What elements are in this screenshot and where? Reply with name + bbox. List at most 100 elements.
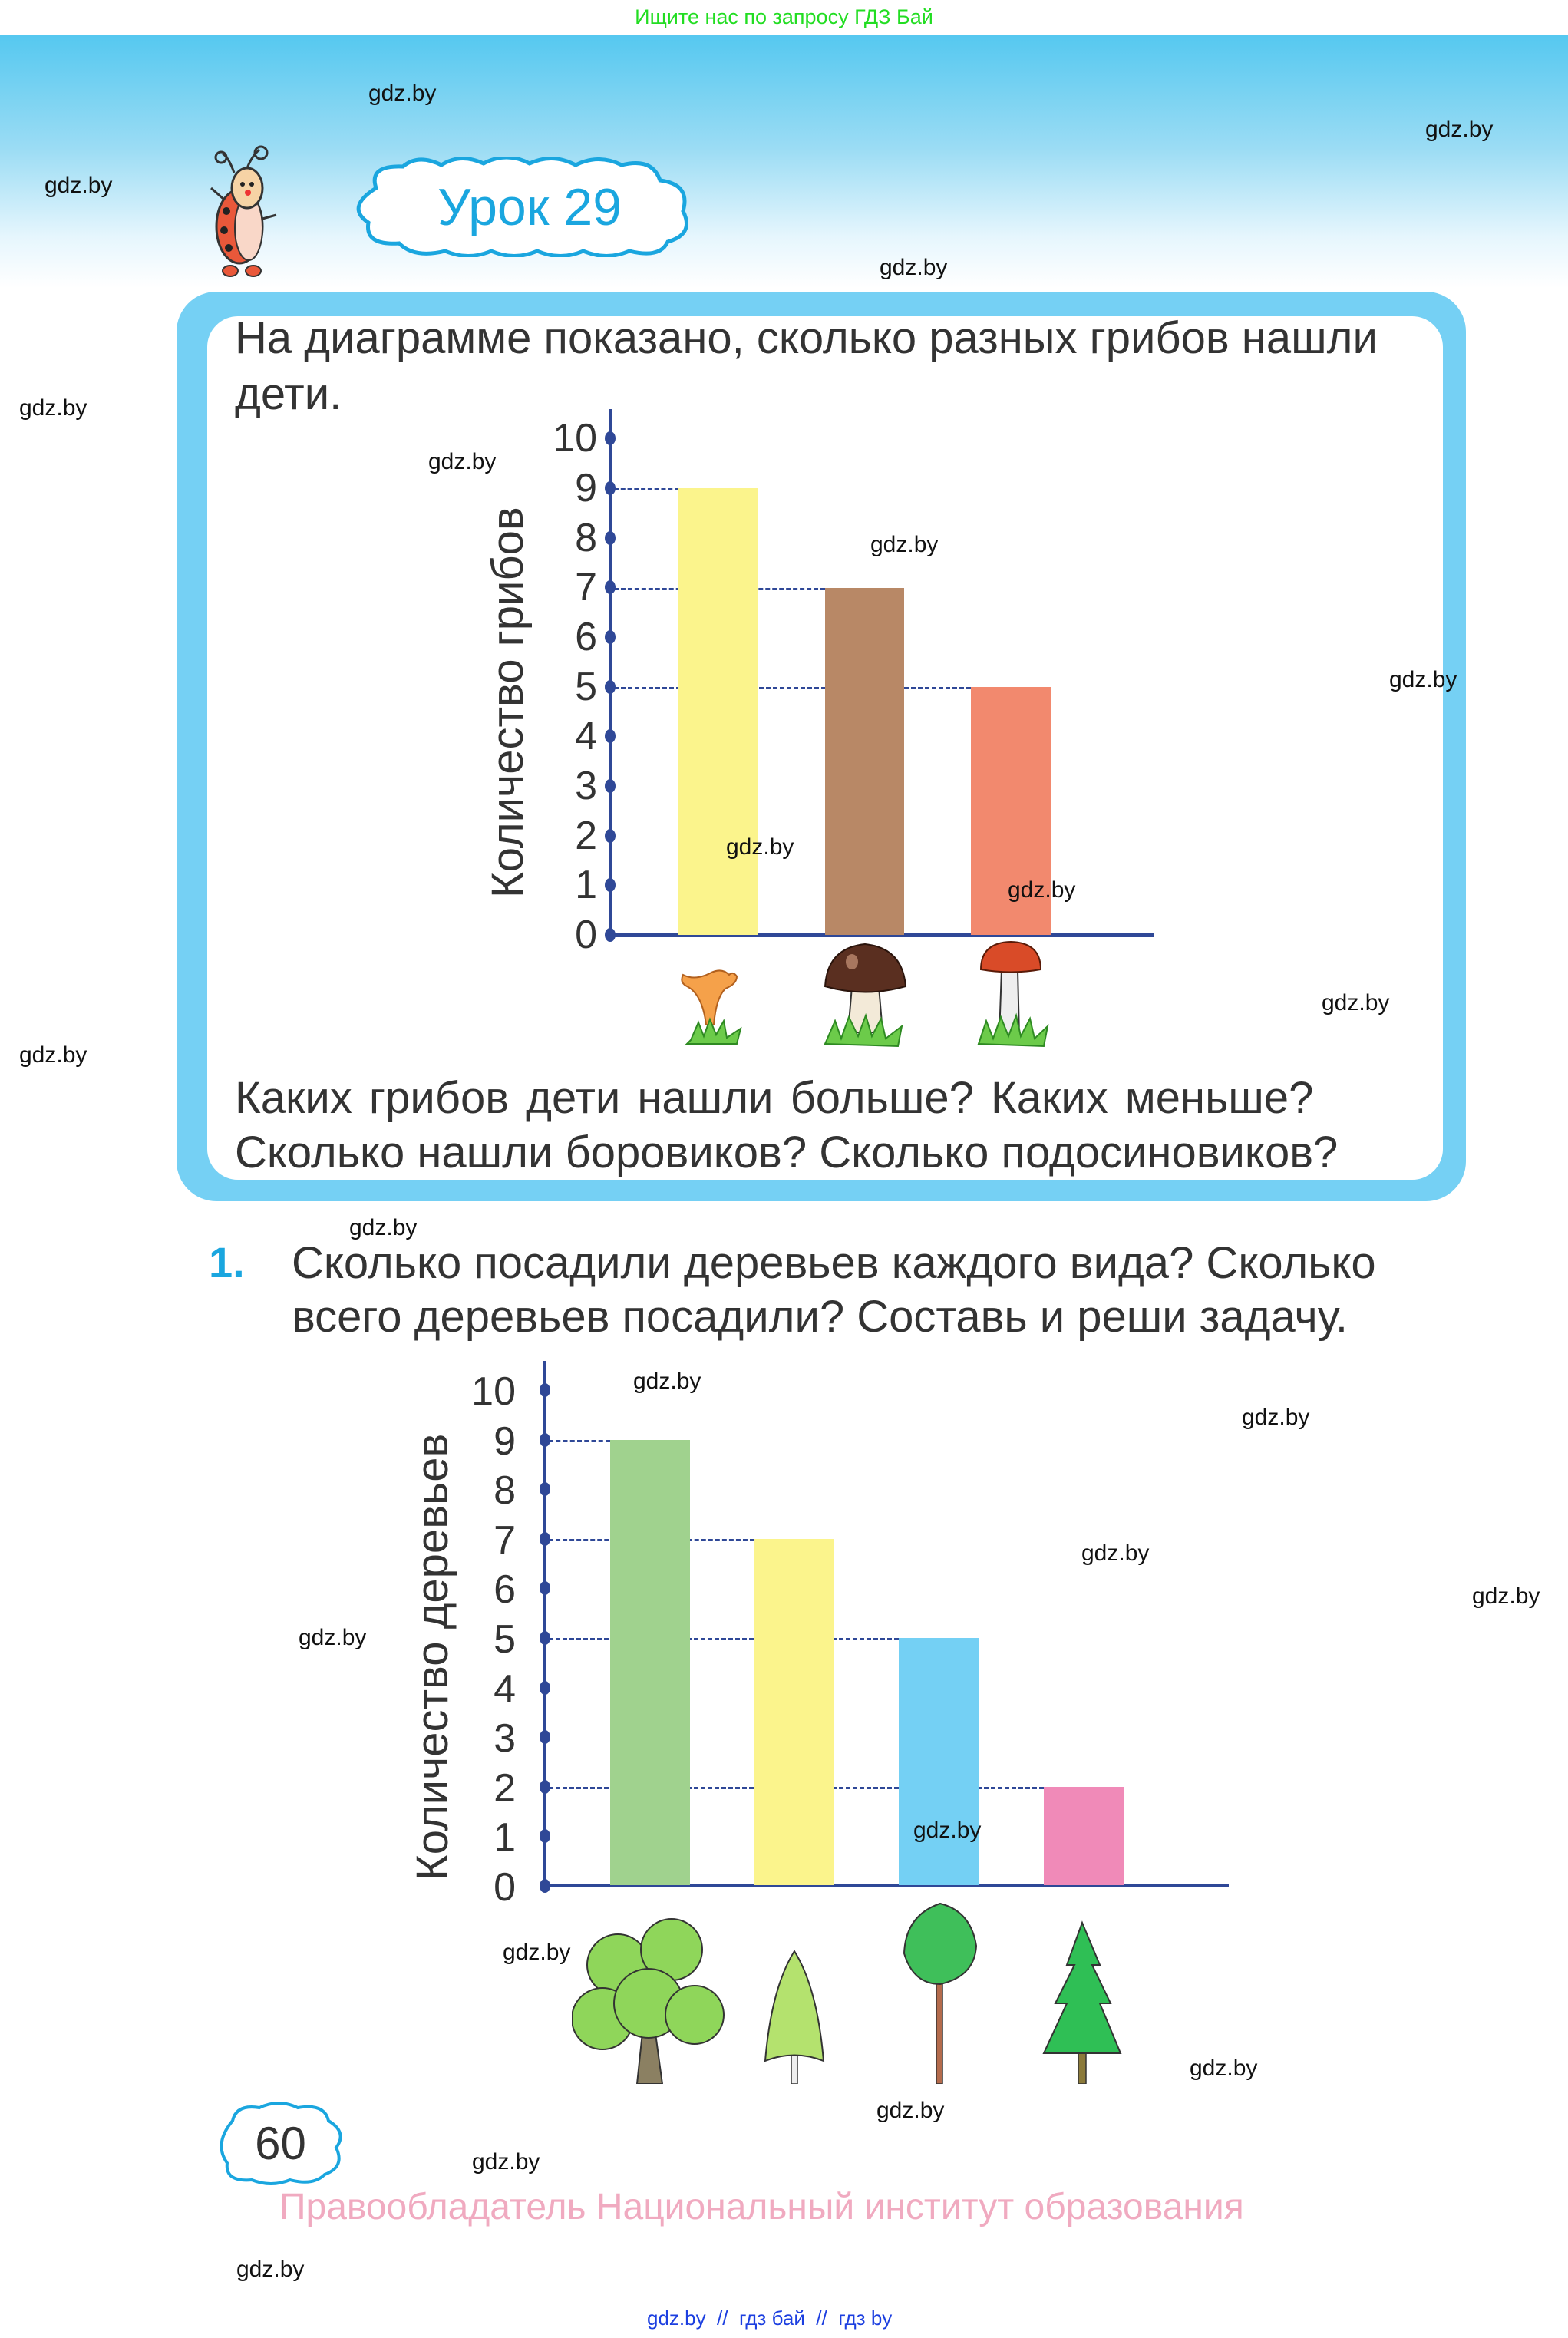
chart1-tick: 7 — [575, 565, 597, 609]
search-banner[interactable]: Ищите нас по запросу ГДЗ Бай — [0, 0, 1568, 35]
chart2-tick-dot — [540, 1631, 550, 1645]
chart2-y-axis-label: Количество деревьев — [408, 1433, 457, 1881]
chart1-tick-dot — [605, 481, 616, 495]
chart2-tick: 10 — [471, 1369, 516, 1414]
watermark: gdz.by — [1389, 667, 1457, 692]
chart2-tick-dot — [540, 1780, 550, 1794]
watermark: gdz.by — [19, 395, 87, 421]
cloud-icon — [220, 2102, 342, 2185]
chart1-tick-dot — [605, 779, 616, 793]
watermark: gdz.by — [503, 1940, 571, 1965]
watermark: gdz.by — [368, 81, 437, 106]
chart1-tick: 10 — [553, 416, 597, 461]
intro-panel — [177, 292, 1466, 1201]
chart1-tick-dot — [605, 431, 616, 445]
chart2-tick: 6 — [494, 1567, 516, 1612]
chart1-y-axis-label: Количество грибов — [483, 507, 533, 898]
copyright-notice: Правообладатель Национальный институт об… — [279, 2187, 1244, 2227]
watermark: gdz.by — [913, 1818, 982, 1843]
watermark: gdz.by — [1322, 990, 1390, 1015]
chart1-tick-dot — [605, 580, 616, 594]
chart2-tick-dot — [540, 1482, 550, 1496]
chart1-tick-dot — [605, 630, 616, 644]
chart2-tick: 5 — [494, 1617, 516, 1662]
watermark: gdz.by — [349, 1215, 418, 1240]
chart2-bar-pine — [899, 1638, 979, 1885]
watermark: gdz.by — [633, 1369, 701, 1394]
chart2-bar-oak — [610, 1440, 690, 1885]
chart1-tick-dot — [605, 878, 616, 892]
ladybug-mascot-icon — [192, 142, 299, 280]
orange-cap-boletus-icon — [975, 940, 1051, 1048]
intro-text-line2: дети. — [235, 369, 342, 419]
watermark: gdz.by — [880, 255, 948, 280]
chanterelle-icon — [679, 967, 756, 1048]
watermark: gdz.by — [428, 449, 497, 474]
birch-tree-icon — [756, 1950, 833, 2085]
intro-text-line1: На диаграмме показано, сколько разных гр… — [235, 313, 1378, 363]
chart1-tick: 9 — [575, 466, 597, 510]
spruce-tree-icon — [1040, 1919, 1124, 2085]
chart2-bar-spruce — [1044, 1787, 1124, 1885]
watermark: gdz.by — [1472, 1583, 1540, 1609]
watermark: gdz.by — [876, 2098, 945, 2123]
chart1-tick-dot — [605, 928, 616, 942]
chart2-tick: 8 — [494, 1468, 516, 1513]
footer-links[interactable]: gdz.by // гдз бай // гдз by — [647, 2307, 893, 2330]
watermark: gdz.by — [19, 1042, 87, 1068]
chart1-tick: 5 — [575, 665, 597, 709]
lesson-title: Урок 29 — [437, 178, 622, 236]
chart1-guide-9 — [614, 488, 679, 490]
task-text-line1: Сколько посадили деревьев каждого вида? … — [292, 1238, 1376, 1288]
chart2-y-axis — [543, 1361, 546, 1889]
watermark: gdz.by — [870, 532, 939, 557]
chart1-tick-dot — [605, 729, 616, 743]
watermark: gdz.by — [472, 2149, 540, 2175]
chart2-tick-dot — [540, 1829, 550, 1843]
chart2-tick-dot — [540, 1433, 550, 1447]
chart1-tick: 0 — [575, 913, 597, 957]
chart1-tick-dot — [605, 680, 616, 694]
chart2-tick-dot — [540, 1581, 550, 1595]
watermark: gdz.by — [1425, 117, 1494, 142]
chart1-tick: 3 — [575, 764, 597, 808]
lesson-title-cloud: Урок 29 — [345, 157, 714, 257]
intro-question-line2: Сколько нашли боровиков? Сколько подосин… — [235, 1128, 1339, 1177]
chart2-tick: 2 — [494, 1766, 516, 1811]
chart1-tick-dot — [605, 829, 616, 843]
oak-tree-icon — [571, 1911, 725, 2085]
chart1-guide-5 — [614, 687, 971, 689]
chart1-tick: 6 — [575, 615, 597, 659]
watermark: gdz.by — [726, 834, 794, 860]
chart2-tick-dot — [540, 1532, 550, 1546]
chart2-tick: 3 — [494, 1716, 516, 1761]
chart2-guide-5 — [549, 1638, 899, 1640]
chart2-tick-dot — [540, 1383, 550, 1397]
watermark: gdz.by — [45, 173, 113, 198]
chart1-x-axis — [609, 933, 1154, 937]
header-background — [0, 35, 1568, 288]
chart1-y-axis — [609, 409, 612, 939]
intro-question-line1: Каких грибов дети нашли больше? Каких ме… — [235, 1073, 1314, 1123]
chart1-tick-dot — [605, 531, 616, 545]
task-number: 1. — [209, 1238, 245, 1286]
chart2-tick: 1 — [494, 1815, 516, 1860]
chart1-tick: 2 — [575, 814, 597, 858]
chart2-guide-9 — [549, 1440, 610, 1442]
page-number-cloud: 60 — [213, 2102, 348, 2186]
chart2-tick-dot — [540, 1730, 550, 1744]
chart2-tick: 4 — [494, 1667, 516, 1712]
watermark: gdz.by — [236, 2257, 305, 2282]
chart1-tick: 8 — [575, 516, 597, 560]
chart2-tick: 9 — [494, 1419, 516, 1464]
chart2-bar-birch — [754, 1539, 834, 1885]
watermark: gdz.by — [1190, 2056, 1258, 2081]
cloud-icon — [356, 157, 688, 257]
chart1-tick: 1 — [575, 863, 597, 907]
task-text-line2: всего деревьев посадили? Составь и реши … — [292, 1292, 1348, 1342]
chart2-tick: 7 — [494, 1518, 516, 1563]
porcini-icon — [821, 940, 909, 1048]
chart1-bar-porcini — [825, 588, 904, 935]
chart1-bar-chanterelle — [678, 488, 758, 935]
chart2-x-axis — [543, 1884, 1229, 1887]
